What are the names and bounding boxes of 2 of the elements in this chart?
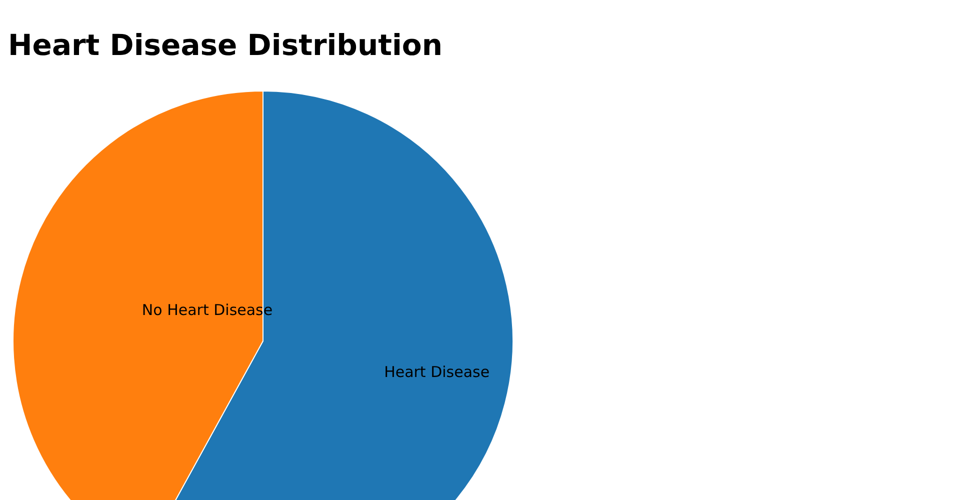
chart-title: Heart Disease Distribution [8,28,442,62]
slice-label: Heart Disease [384,363,490,382]
